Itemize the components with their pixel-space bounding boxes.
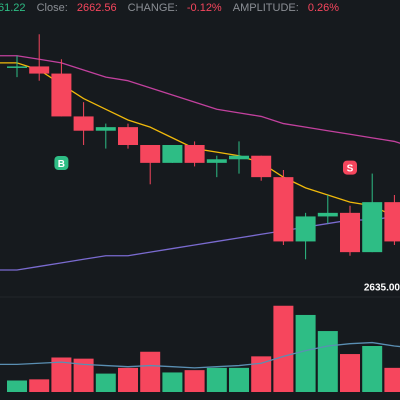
volume-bar — [162, 372, 183, 392]
volume-bar — [251, 356, 272, 392]
candle-body — [184, 145, 205, 163]
volume-bar — [206, 367, 227, 392]
volume-bar — [317, 331, 338, 392]
candle-body — [251, 155, 272, 178]
header-first-value: 61.22 — [0, 2, 26, 14]
volume-bar — [51, 357, 72, 392]
candle-body — [73, 116, 94, 131]
change-label: CHANGE: — [127, 2, 178, 14]
price-info-header: 61.22 Close: 2662.56 CHANGE: -0.12% AMPL… — [0, 0, 400, 16]
candle-body — [7, 66, 27, 68]
volume-bar — [29, 379, 50, 392]
candle-body — [295, 216, 316, 242]
candle-body — [384, 202, 400, 242]
volume-bar — [384, 367, 400, 392]
volume-bar — [340, 354, 360, 392]
volume-bar — [295, 314, 316, 392]
buy-marker — [54, 156, 69, 170]
low-price-label: 2635.00 — [364, 283, 400, 294]
volume-bar — [118, 367, 138, 392]
sell-marker-label: S — [347, 164, 354, 175]
volume-bar — [184, 370, 205, 392]
candle-body — [140, 145, 161, 163]
candle-body — [273, 177, 294, 242]
volume-bar — [140, 351, 161, 392]
buy-marker-label: B — [58, 159, 65, 170]
sell-marker — [343, 160, 357, 175]
volume-bar — [73, 358, 94, 392]
candle-body — [51, 73, 72, 117]
volume-ma-line — [0, 341, 400, 369]
candle-body — [317, 212, 338, 217]
candle-body — [162, 145, 183, 163]
close-value: 2662.56 — [76, 2, 117, 14]
volume-bar — [362, 346, 383, 392]
candle-body — [362, 202, 383, 253]
candle-body — [29, 66, 50, 74]
volume-bar — [229, 367, 249, 392]
candle-body — [229, 155, 249, 160]
candle-body — [118, 127, 138, 145]
close-label: Close: — [36, 2, 68, 14]
volume-bar — [7, 380, 27, 392]
candle-body — [206, 159, 227, 163]
ma-mid-line — [0, 55, 400, 144]
candle-body — [95, 127, 116, 131]
change-value: -0.12% — [186, 2, 222, 14]
candle-body — [340, 212, 360, 253]
amplitude-value: 0.26% — [307, 2, 340, 14]
amplitude-label: AMPLITUDE: — [232, 2, 299, 14]
volume-bar — [273, 305, 294, 392]
volume-bar — [95, 373, 116, 392]
